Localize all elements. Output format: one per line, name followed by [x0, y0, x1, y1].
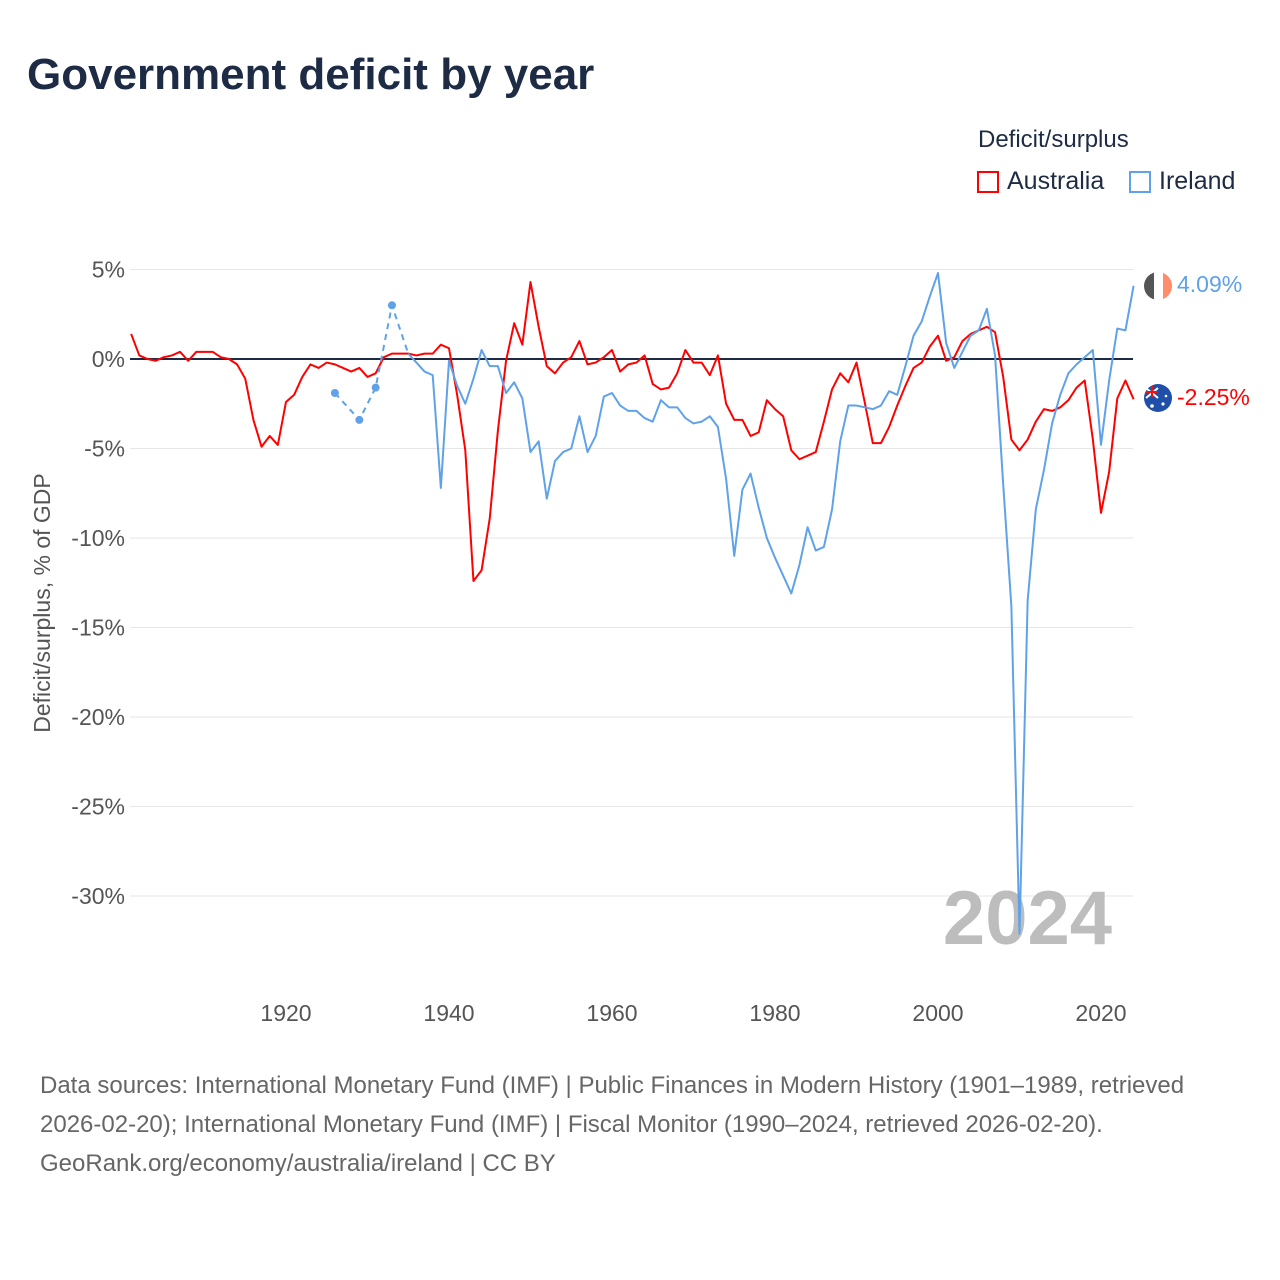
y-tick-label: -15% [71, 615, 125, 641]
y-axis-label: Deficit/surplus, % of GDP [29, 473, 55, 732]
legend-label: Ireland [1159, 167, 1236, 195]
footer: Data sources: International Monetary Fun… [40, 1066, 1240, 1183]
ireland-point [387, 301, 396, 310]
x-tick-label: 1940 [423, 1000, 474, 1026]
y-tick-label: -20% [71, 704, 125, 730]
legend-swatch-australia [977, 170, 999, 193]
legend-item-australia[interactable]: Australia [977, 167, 1104, 196]
ireland-line [407, 272, 1135, 935]
y-tick-label: 5% [92, 257, 125, 283]
x-tick-label: 1960 [586, 1000, 637, 1026]
x-tick-label: 2020 [1075, 1000, 1126, 1026]
ireland-flag-icon [1144, 272, 1172, 300]
x-tick-label: 2000 [912, 1000, 963, 1026]
australia-line [130, 281, 1135, 582]
year-watermark: 2024 [943, 876, 1112, 961]
ireland-dashed-line [334, 301, 410, 422]
chart-title: Government deficit by year [27, 50, 595, 99]
legend-item-ireland[interactable]: Ireland [1129, 167, 1235, 196]
ireland-point [355, 415, 364, 424]
credit-link[interactable]: GeoRank.org/economy/australia/ireland | … [40, 1150, 556, 1177]
legend-label: Australia [1007, 167, 1105, 195]
data-sources: Data sources: International Monetary Fun… [40, 1072, 1185, 1138]
y-tick-label: 0% [92, 346, 125, 372]
legend-title: Deficit/surplus [978, 126, 1129, 153]
x-tick-label: 1920 [260, 1000, 311, 1026]
x-tick-label: 1980 [749, 1000, 800, 1026]
australia-end-label: -2.25% [1177, 384, 1250, 410]
ireland-point [330, 389, 339, 398]
ireland-end-label: 4.09% [1177, 271, 1242, 297]
legend-swatch-ireland [1129, 170, 1151, 193]
ireland-point [371, 383, 380, 392]
australia-flag-icon [1144, 384, 1172, 412]
y-tick-label: -30% [71, 883, 125, 909]
y-tick-label: -5% [84, 436, 125, 462]
y-tick-label: -25% [71, 794, 125, 820]
y-tick-label: -10% [71, 525, 125, 551]
